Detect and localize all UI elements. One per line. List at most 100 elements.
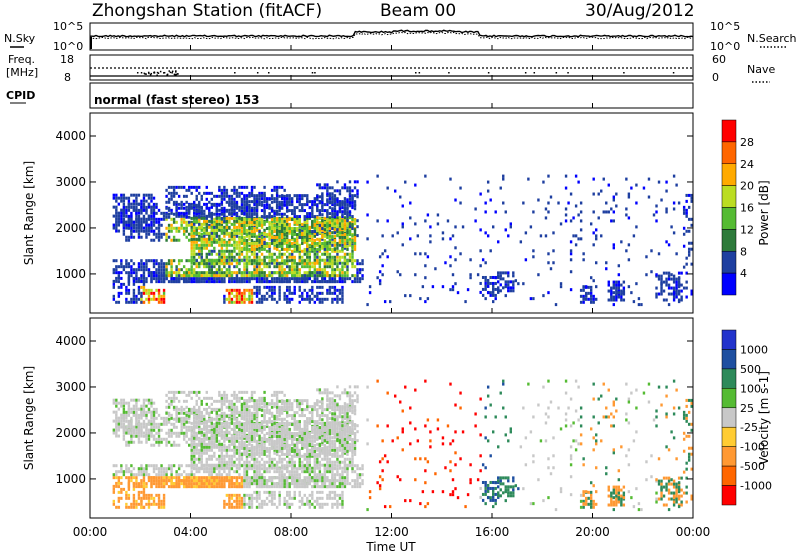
velocity-cell xyxy=(147,410,151,414)
power-cell xyxy=(338,249,342,253)
power-cell xyxy=(248,297,251,301)
power-cell xyxy=(381,273,384,277)
velocity-cell xyxy=(172,393,176,397)
power-cell xyxy=(298,255,301,259)
power-cell xyxy=(187,206,191,210)
power-cell xyxy=(233,265,236,269)
power-cell xyxy=(326,183,329,187)
power-cell xyxy=(672,289,676,293)
power-cell xyxy=(223,219,226,223)
power-cell xyxy=(185,259,188,263)
velocity-cell xyxy=(253,457,256,461)
power-cell xyxy=(140,276,143,280)
power-cell xyxy=(486,278,490,282)
velocity-cell xyxy=(142,407,146,411)
power-cell xyxy=(253,285,256,289)
power-cell xyxy=(213,220,216,224)
power-cell xyxy=(303,221,306,225)
velocity-cell xyxy=(218,421,221,425)
power-cell xyxy=(235,225,239,229)
power-cell xyxy=(258,234,261,238)
power-cell xyxy=(233,277,236,281)
power-cell xyxy=(333,224,337,228)
power-cell xyxy=(331,222,334,226)
velocity-cell xyxy=(215,417,219,421)
power-cell xyxy=(285,219,289,223)
power-cell xyxy=(504,285,507,289)
power-cell xyxy=(228,268,231,272)
power-cell xyxy=(112,268,116,272)
power-cell xyxy=(592,294,595,298)
velocity-cell xyxy=(203,445,206,449)
power-cell xyxy=(554,303,558,307)
power-cell xyxy=(147,274,151,278)
power-cell xyxy=(268,234,271,238)
power-cell xyxy=(140,199,143,203)
power-cell xyxy=(507,271,510,275)
velocity-cell xyxy=(270,460,274,464)
power-cell xyxy=(285,265,289,269)
velocity-cell xyxy=(285,436,289,440)
velocity-cell xyxy=(150,416,153,420)
power-cell xyxy=(273,258,276,262)
power-cell xyxy=(336,198,339,202)
power-cell xyxy=(298,232,301,236)
power-cell xyxy=(112,193,116,197)
power-cell xyxy=(346,213,349,217)
velocity-cell xyxy=(245,457,249,461)
velocity-cell xyxy=(157,425,161,429)
power-cell xyxy=(240,197,244,201)
power-cell xyxy=(283,268,286,272)
power-cell xyxy=(351,240,354,244)
power-cell xyxy=(250,297,254,301)
power-cell xyxy=(185,220,188,224)
velocity-cell xyxy=(167,417,171,421)
power-cell xyxy=(316,237,319,241)
power-cell xyxy=(245,255,249,259)
power-cell xyxy=(115,279,118,283)
power-cell xyxy=(255,216,259,220)
velocity-cell xyxy=(177,399,181,403)
velocity-cell xyxy=(157,422,161,426)
power-cell xyxy=(193,208,196,212)
power-cell xyxy=(135,229,138,233)
power-cell xyxy=(230,206,234,210)
power-cell xyxy=(311,297,314,301)
velocity-cell xyxy=(190,460,193,464)
power-cell xyxy=(338,291,342,295)
power-cell xyxy=(306,277,309,281)
power-cell xyxy=(275,188,279,192)
power-cell xyxy=(120,211,123,215)
power-cell xyxy=(328,186,332,190)
power-cell xyxy=(547,291,550,295)
power-cell xyxy=(175,208,178,212)
velocity-cell xyxy=(167,396,171,400)
power-cell xyxy=(338,274,342,278)
velocity-cell xyxy=(233,430,236,434)
power-cell xyxy=(481,287,485,291)
power-cell xyxy=(187,220,191,224)
power-cell xyxy=(275,212,279,216)
power-cell xyxy=(338,277,342,281)
power-cell xyxy=(316,216,319,220)
power-cell xyxy=(318,201,322,205)
freq-label-2: [MHz] xyxy=(6,66,38,79)
power-cell xyxy=(125,214,128,218)
velocity-cell xyxy=(185,440,188,444)
power-cell xyxy=(132,229,136,233)
velocity-cell xyxy=(285,460,289,464)
power-cell xyxy=(193,268,196,272)
velocity-cell xyxy=(140,440,143,444)
power-cell xyxy=(318,247,322,251)
power-cell xyxy=(235,191,239,195)
freq-dot xyxy=(156,74,158,76)
velocity-cell xyxy=(130,437,133,441)
power-cell xyxy=(293,238,296,242)
velocity-cell xyxy=(203,427,206,431)
power-cell xyxy=(275,203,279,207)
velocity-cell xyxy=(223,421,226,425)
power-cell xyxy=(532,210,535,214)
power-cell xyxy=(278,268,281,272)
velocity-cell xyxy=(205,419,208,423)
power-cell xyxy=(454,198,457,202)
